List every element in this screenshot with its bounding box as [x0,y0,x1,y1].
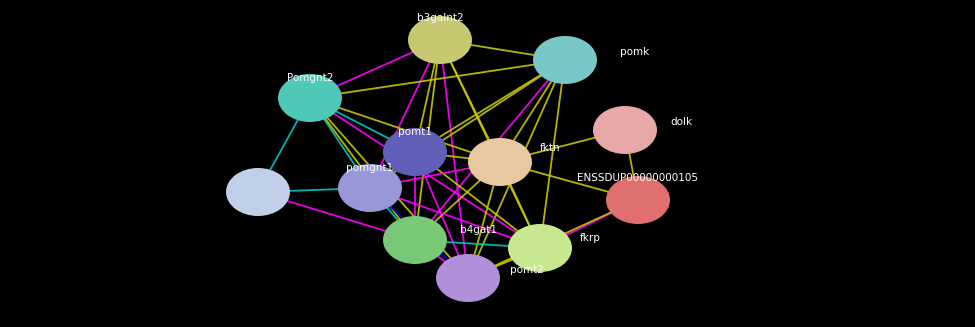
Text: b4gat1: b4gat1 [460,225,497,235]
Ellipse shape [338,164,402,212]
Text: pomt2: pomt2 [510,265,544,275]
Text: b3galnt2: b3galnt2 [416,13,463,23]
Text: ENSSDUP00000000105: ENSSDUP00000000105 [577,173,698,183]
Ellipse shape [533,36,597,84]
Ellipse shape [226,168,290,216]
Ellipse shape [383,128,447,176]
Ellipse shape [606,176,670,224]
Ellipse shape [408,16,472,64]
Text: dolk: dolk [670,117,692,127]
Ellipse shape [383,216,447,264]
Text: pomt1: pomt1 [398,127,432,137]
Ellipse shape [436,254,500,302]
Ellipse shape [468,138,532,186]
Ellipse shape [593,106,657,154]
Text: fktn: fktn [540,143,561,153]
Text: pomk: pomk [620,47,649,57]
Text: Pomgnt2: Pomgnt2 [287,73,333,83]
Ellipse shape [278,74,342,122]
Ellipse shape [508,224,572,272]
Text: pomgnt1: pomgnt1 [346,163,394,173]
Text: fkrp: fkrp [580,233,601,243]
